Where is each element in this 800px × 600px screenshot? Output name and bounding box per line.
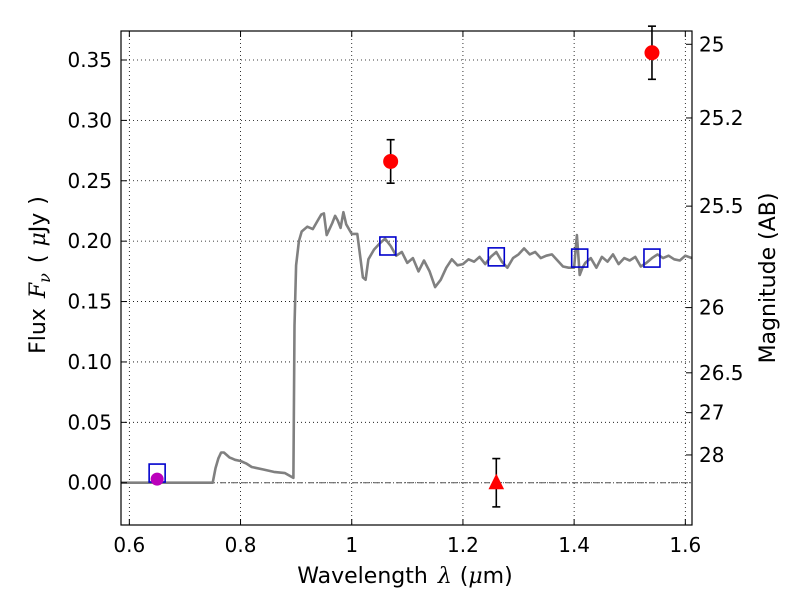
x-axis: 0.6 0.8 1 1.2 1.4 1.6 — [113, 31, 701, 557]
y2-tick-label: 27 — [699, 401, 724, 425]
x-tick-label: 0.8 — [225, 533, 257, 557]
x-tick-label: 1 — [345, 533, 358, 557]
y-tick-label: 0.20 — [67, 229, 112, 253]
x-axis-label-unit-mu: μ — [468, 564, 482, 589]
y-axis-label-text: Flux — [26, 308, 51, 354]
y-axis-label-unit-mu: μ — [26, 232, 51, 246]
y-tick-label: 0.25 — [67, 169, 112, 193]
x-axis-label-text: Wavelength — [297, 564, 428, 589]
y-axis-label-unit-rest: Jy — [26, 213, 51, 235]
x-axis-label-symbol: λ — [437, 564, 452, 589]
y-axis: 0.00 0.05 0.10 0.15 0.20 0.25 0.30 0.35 — [67, 48, 127, 495]
y-tick-label: 0.15 — [67, 290, 112, 314]
x-tick-label: 1.2 — [447, 533, 479, 557]
observed-points-series — [150, 25, 660, 508]
x-axis-label: Wavelength λ (μm) — [297, 564, 512, 589]
band-flux-square — [487, 247, 506, 267]
detection-marker — [644, 45, 660, 61]
y-tick-label: 0.00 — [67, 471, 112, 495]
y-axis-label: Flux Fν ( μJy) — [26, 196, 54, 354]
model-band-flux-series — [148, 236, 661, 483]
y2-axis-label: Magnitude (AB) — [756, 193, 781, 364]
upper-limit-marker — [488, 473, 505, 490]
x-axis-label-unit-open: ( — [460, 564, 469, 589]
model-sed-series — [121, 210, 693, 485]
band-flux-square — [570, 248, 589, 268]
y-tick-label: 0.10 — [67, 350, 112, 374]
y-axis-label-unit-open: ( — [26, 255, 51, 264]
y2-tick-label: 26.5 — [699, 361, 744, 385]
grid-lines — [121, 31, 692, 525]
y2-tick-label: 25 — [699, 32, 724, 56]
x-tick-label: 0.6 — [113, 533, 145, 557]
x-tick-label: 1.4 — [558, 533, 590, 557]
low-snr-marker — [150, 472, 164, 486]
y2-tick-label: 26 — [699, 296, 724, 320]
band-flux-square — [643, 248, 661, 268]
y-axis-label-subscript: ν — [35, 273, 54, 283]
y2-tick-label: 25.2 — [699, 106, 744, 130]
y-tick-label: 0.35 — [67, 48, 112, 72]
plot-border — [120, 30, 693, 526]
y-tick-label: 0.30 — [67, 108, 112, 132]
plot-frame — [120, 30, 693, 526]
sed-model-line — [121, 210, 693, 485]
y2-axis: 25 25.2 25.5 26 26.5 27 28 — [686, 32, 744, 467]
y-axis-label-unit-close: ) — [26, 196, 51, 205]
band-flux-square — [379, 236, 397, 256]
y2-tick-label: 25.5 — [699, 194, 744, 218]
x-axis-label-unit-rest: m) — [483, 564, 513, 589]
x-tick-label: 1.6 — [669, 533, 701, 557]
y2-tick-label: 28 — [699, 443, 724, 467]
y-axis-label-symbol: F — [26, 282, 51, 299]
y-tick-label: 0.05 — [67, 410, 112, 434]
detection-marker — [383, 153, 399, 169]
